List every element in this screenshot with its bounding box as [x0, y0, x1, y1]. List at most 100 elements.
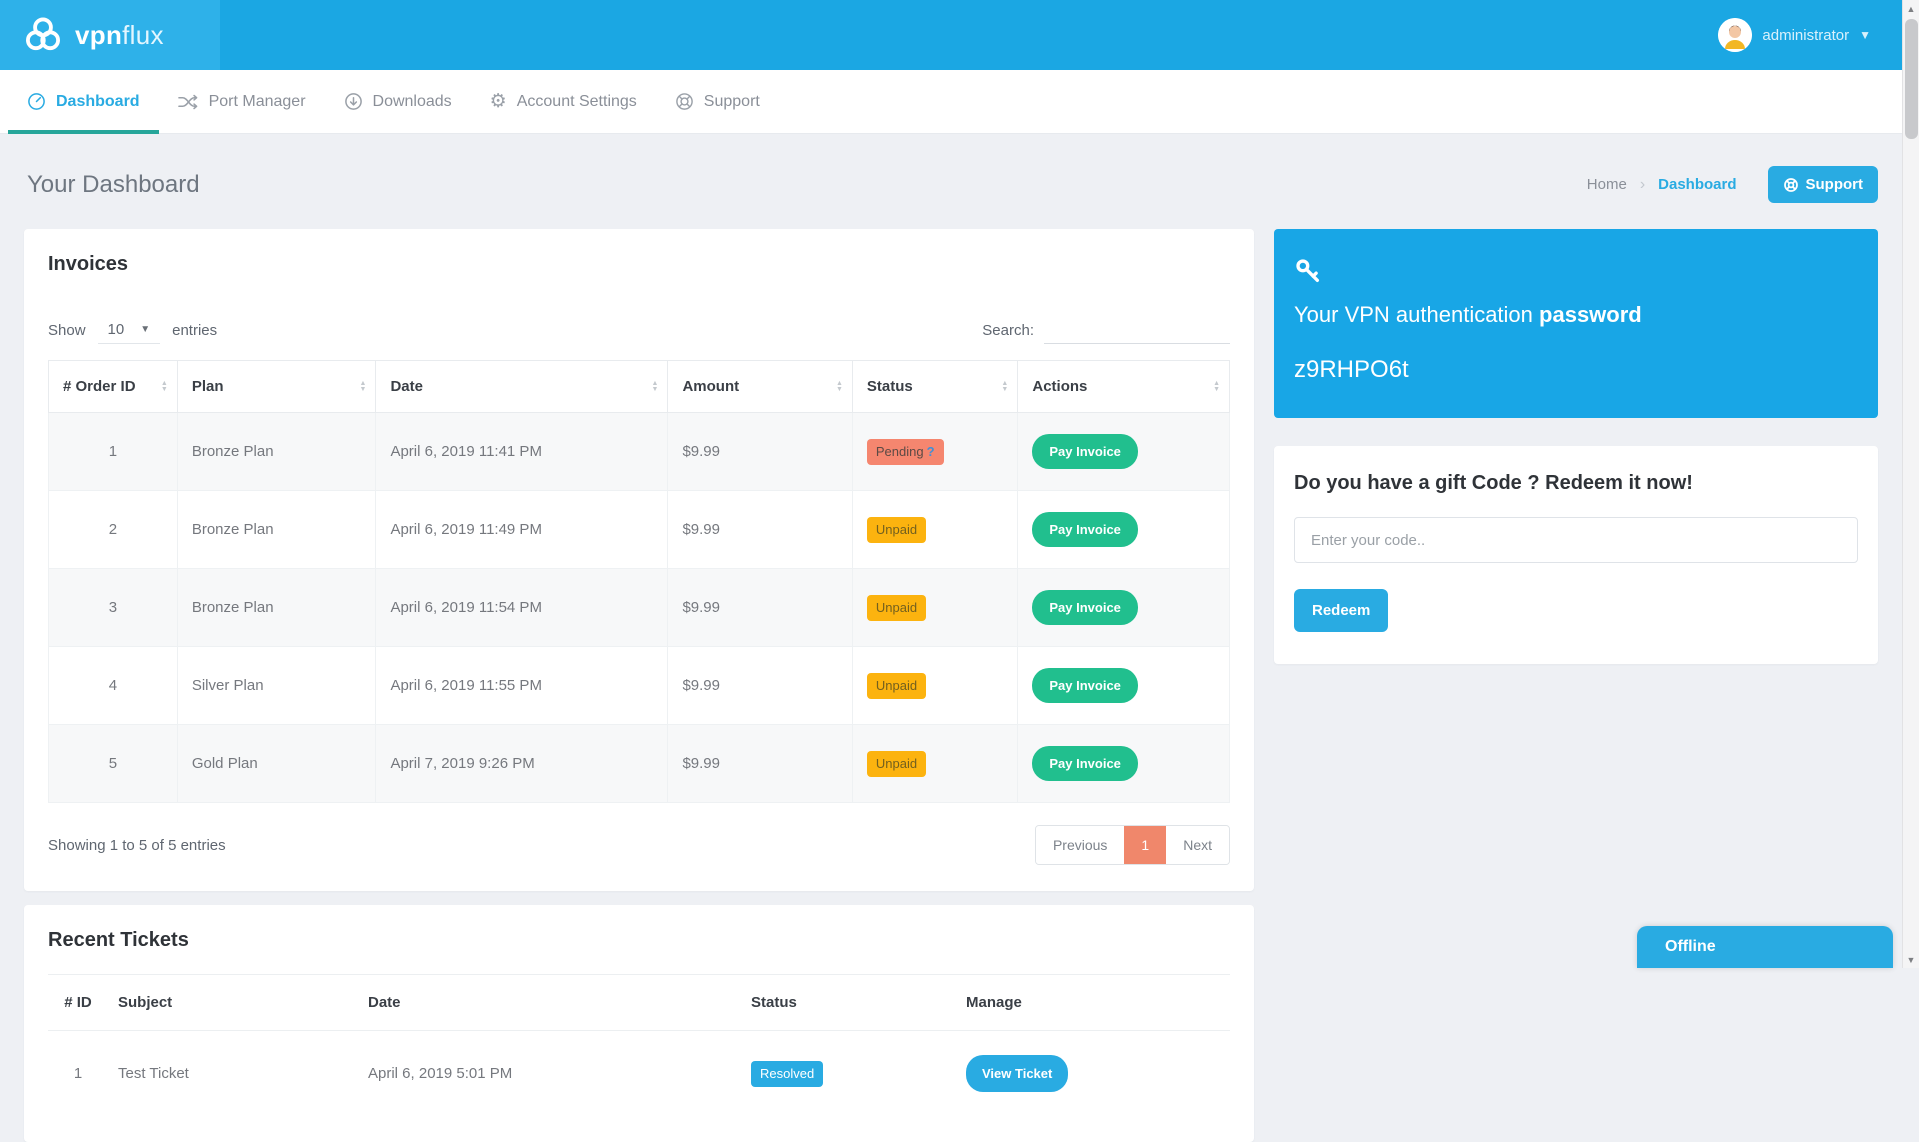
chevron-down-icon: ▼	[1859, 28, 1871, 42]
scroll-down-arrow-icon[interactable]: ▼	[1903, 951, 1919, 968]
column-header-actions[interactable]: Actions▲▼	[1018, 361, 1230, 413]
ticket-subject: Test Ticket	[108, 1031, 358, 1117]
redeem-button[interactable]: Redeem	[1294, 589, 1388, 632]
show-label: Show	[48, 322, 86, 339]
column-header-date: Date	[358, 975, 741, 1031]
gift-code-heading: Do you have a gift Code ? Redeem it now!	[1294, 472, 1858, 495]
user-avatar	[1718, 18, 1752, 52]
pay-invoice-button[interactable]: Pay Invoice	[1032, 590, 1138, 625]
column-header-amount[interactable]: Amount▲▼	[668, 361, 852, 413]
scroll-up-arrow-icon[interactable]: ▲	[1903, 0, 1919, 17]
vpn-password-value: z9RHPO6t	[1294, 356, 1858, 384]
plan: Bronze Plan	[177, 491, 376, 569]
scrollbar-thumb[interactable]	[1905, 19, 1918, 139]
column-header-status: Status	[741, 975, 956, 1031]
sort-icon: ▲▼	[161, 381, 168, 393]
page-number-button[interactable]: 1	[1124, 826, 1166, 864]
sort-icon: ▲▼	[1001, 381, 1008, 393]
order-id: 1	[49, 413, 178, 491]
order-id: 3	[49, 569, 178, 647]
plan: Gold Plan	[177, 725, 376, 803]
next-page-button[interactable]: Next	[1166, 826, 1229, 864]
table-header-row: # ID Subject Date Status Manage	[48, 975, 1230, 1031]
date: April 6, 2019 11:55 PM	[376, 647, 668, 725]
invoices-panel: Invoices Show 10 ▼ entries Search:	[24, 229, 1254, 891]
amount: $9.99	[668, 491, 852, 569]
nav-item-dashboard[interactable]: Dashboard	[8, 70, 159, 133]
breadcrumb-home[interactable]: Home	[1587, 176, 1627, 193]
previous-page-button[interactable]: Previous	[1036, 826, 1124, 864]
recent-tickets-panel: Recent Tickets # ID Subject Date Status …	[24, 905, 1254, 1142]
breadcrumb-separator: ›	[1640, 176, 1645, 194]
column-header-date[interactable]: Date▲▼	[376, 361, 668, 413]
entries-label: entries	[172, 322, 217, 339]
brand-logo[interactable]: vpnflux	[0, 0, 220, 70]
tickets-table: # ID Subject Date Status Manage 1 Test T…	[48, 974, 1230, 1116]
column-header-id: # ID	[48, 975, 108, 1031]
nav-item-downloads[interactable]: Downloads	[325, 70, 471, 133]
nav-label: Dashboard	[56, 93, 140, 111]
nav-label: Port Manager	[209, 93, 306, 111]
pay-invoice-button[interactable]: Pay Invoice	[1032, 434, 1138, 469]
user-menu[interactable]: administrator ▼	[1718, 18, 1919, 52]
column-header-plan[interactable]: Plan▲▼	[177, 361, 376, 413]
invoice-row: 1 Bronze Plan April 6, 2019 11:41 PM $9.…	[49, 413, 1230, 491]
search-input[interactable]	[1044, 316, 1230, 344]
amount: $9.99	[668, 569, 852, 647]
breadcrumb-current[interactable]: Dashboard	[1658, 176, 1736, 193]
amount: $9.99	[668, 413, 852, 491]
date: April 7, 2019 9:26 PM	[376, 725, 668, 803]
invoices-title: Invoices	[48, 253, 1230, 276]
speedometer-icon	[27, 92, 46, 111]
recent-tickets-title: Recent Tickets	[48, 929, 1230, 952]
plan: Silver Plan	[177, 647, 376, 725]
amount: $9.99	[668, 725, 852, 803]
order-id: 2	[49, 491, 178, 569]
ticket-id: 1	[48, 1031, 108, 1117]
table-controls: Show 10 ▼ entries Search:	[48, 316, 1230, 344]
status-badge: Unpaid	[867, 517, 926, 543]
column-header-status[interactable]: Status▲▼	[852, 361, 1017, 413]
support-button[interactable]: Support	[1768, 166, 1879, 203]
vertical-scrollbar[interactable]: ▲ ▼	[1902, 0, 1919, 968]
gift-code-card: Do you have a gift Code ? Redeem it now!…	[1274, 446, 1878, 664]
view-ticket-button[interactable]: View Ticket	[966, 1055, 1068, 1092]
amount: $9.99	[668, 647, 852, 725]
chat-widget-offline[interactable]: Offline	[1637, 926, 1893, 968]
table-footer: Showing 1 to 5 of 5 entries Previous 1 N…	[48, 825, 1230, 865]
pay-invoice-button[interactable]: Pay Invoice	[1032, 746, 1138, 781]
life-ring-icon	[1783, 177, 1799, 193]
page-header: Your Dashboard Home › Dashboard Support	[0, 134, 1919, 229]
nav-item-port-manager[interactable]: Port Manager	[159, 70, 325, 133]
invoices-table: # Order ID▲▼ Plan▲▼ Date▲▼ Amount▲▼ Stat…	[48, 360, 1230, 803]
nav-label: Downloads	[373, 93, 452, 111]
main-content: Invoices Show 10 ▼ entries Search:	[0, 229, 1919, 1142]
nav-item-account-settings[interactable]: ⚙ Account Settings	[471, 70, 656, 133]
date: April 6, 2019 11:49 PM	[376, 491, 668, 569]
invoice-row: 2 Bronze Plan April 6, 2019 11:49 PM $9.…	[49, 491, 1230, 569]
question-mark-icon[interactable]: ?	[927, 444, 935, 459]
life-ring-icon	[675, 92, 694, 111]
page-length-control: Show 10 ▼ entries	[48, 317, 217, 344]
nav-item-support[interactable]: Support	[656, 70, 779, 133]
column-header-subject: Subject	[108, 975, 358, 1031]
page-title: Your Dashboard	[27, 171, 200, 199]
pay-invoice-button[interactable]: Pay Invoice	[1032, 668, 1138, 703]
password-card-title: Your VPN authentication password	[1294, 302, 1858, 328]
sort-icon: ▲▼	[1213, 381, 1220, 393]
plan: Bronze Plan	[177, 569, 376, 647]
pagination: Previous 1 Next	[1035, 825, 1230, 865]
ticket-row: 1 Test Ticket April 6, 2019 5:01 PM Reso…	[48, 1031, 1230, 1117]
order-id: 5	[49, 725, 178, 803]
status-badge: Unpaid	[867, 751, 926, 777]
order-id: 4	[49, 647, 178, 725]
gift-code-input[interactable]	[1294, 517, 1858, 563]
entries-summary: Showing 1 to 5 of 5 entries	[48, 837, 226, 854]
nav-label: Support	[704, 93, 760, 111]
page-length-select[interactable]: 10 ▼	[98, 317, 161, 344]
column-header-order-id[interactable]: # Order ID▲▼	[49, 361, 178, 413]
date: April 6, 2019 11:41 PM	[376, 413, 668, 491]
vpnflux-logo-icon	[22, 14, 64, 56]
pay-invoice-button[interactable]: Pay Invoice	[1032, 512, 1138, 547]
shuffle-icon	[178, 93, 199, 111]
